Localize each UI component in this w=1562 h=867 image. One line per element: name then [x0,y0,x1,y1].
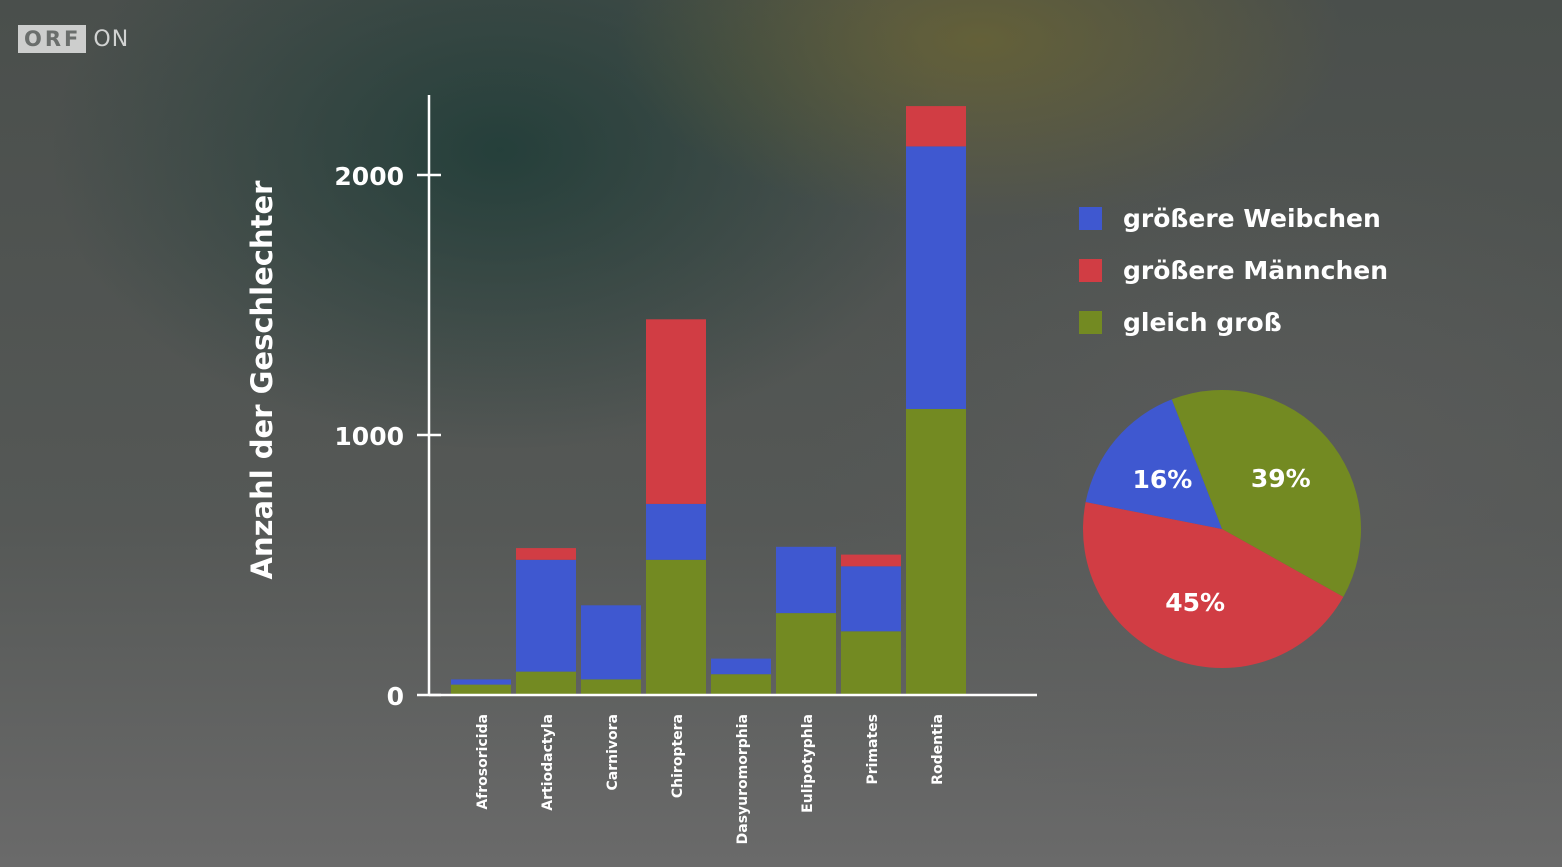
bar-dasyuromorphia-series-0 [711,674,771,695]
legend-label-gleich: gleich groß [1123,307,1282,337]
bar-afrosoricida-series-1 [451,679,511,685]
stacked-bar-chart: Anzahl der Geschlechter 0 1000 2000 Afroso… [245,95,1037,844]
bar-carnivora-series-1 [581,605,641,680]
x-tick-label: Artiodactyla [540,714,556,811]
bar-primates-series-0 [841,631,901,695]
y-tick-label: 2000 [334,162,404,191]
logo-suffix: ON [93,26,130,52]
bar-chiroptera-series-0 [646,559,706,695]
bar-rodentia-series-1 [906,146,966,409]
bar-chiroptera-series-2 [646,319,706,504]
pie-slice-39 [1171,390,1361,597]
legend-label-weibchen: größere Weibchen [1123,203,1381,233]
pie-slice-16 [1085,399,1222,529]
x-tick-label: Chiroptera [670,714,686,798]
bar-artiodactyla-series-2 [516,548,576,560]
legend-label-maennchen: größere Männchen [1123,255,1389,285]
bar-artiodactyla-series-0 [516,671,576,695]
y-tick-label: 0 [387,682,404,711]
legend-item-weibchen: größere Weibchen [1079,192,1388,244]
bar-carnivora-series-0 [581,679,641,695]
x-tick-label: Primates [865,714,881,785]
legend-item-maennchen: größere Männchen [1079,244,1388,296]
legend-swatch-gleich [1079,310,1102,334]
orf-on-logo: ORF ON [18,24,129,54]
pie-chart: 39% 45% 16% [1083,390,1361,668]
x-tick-label: Afrosoricida [475,714,491,810]
y-ticks-group: 0 1000 2000 [334,162,441,711]
bar-afrosoricida-series-0 [451,684,511,695]
bar-dasyuromorphia-series-1 [711,658,771,675]
x-tick-label: Eulipotyphla [800,714,816,813]
chart-legend: größere Weibchen größere Männchen gleich… [1079,192,1388,348]
x-tick-label: Dasyuromorphia [735,714,751,844]
pie-label-16: 16% [1132,465,1192,494]
x-tick-label: Rodentia [930,714,946,785]
bar-eulipotyphla-series-0 [776,613,836,695]
bar-primates-series-2 [841,554,901,567]
bar-primates-series-1 [841,566,901,632]
pie-label-45: 45% [1165,588,1225,617]
legend-item-gleich: gleich groß [1079,296,1388,348]
x-ticks-group: Afrosoricida Artiodactyla Carnivora Chiropt… [475,714,946,844]
pie-label-39: 39% [1251,464,1311,493]
y-tick-label: 1000 [334,422,404,451]
bar-rodentia-series-2 [906,106,966,147]
logo-brand: ORF [18,25,87,53]
bar-rodentia-series-0 [906,409,966,695]
bars-group [451,106,966,695]
legend-swatch-maennchen [1079,258,1102,282]
x-tick-label: Carnivora [605,714,621,791]
bar-artiodactyla-series-1 [516,559,576,672]
legend-swatch-weibchen [1079,206,1102,230]
bar-chiroptera-series-1 [646,503,706,560]
bar-eulipotyphla-series-1 [776,546,836,614]
pie-slice-45 [1083,502,1344,668]
y-axis-label: Anzahl der Geschlechter [245,180,279,580]
